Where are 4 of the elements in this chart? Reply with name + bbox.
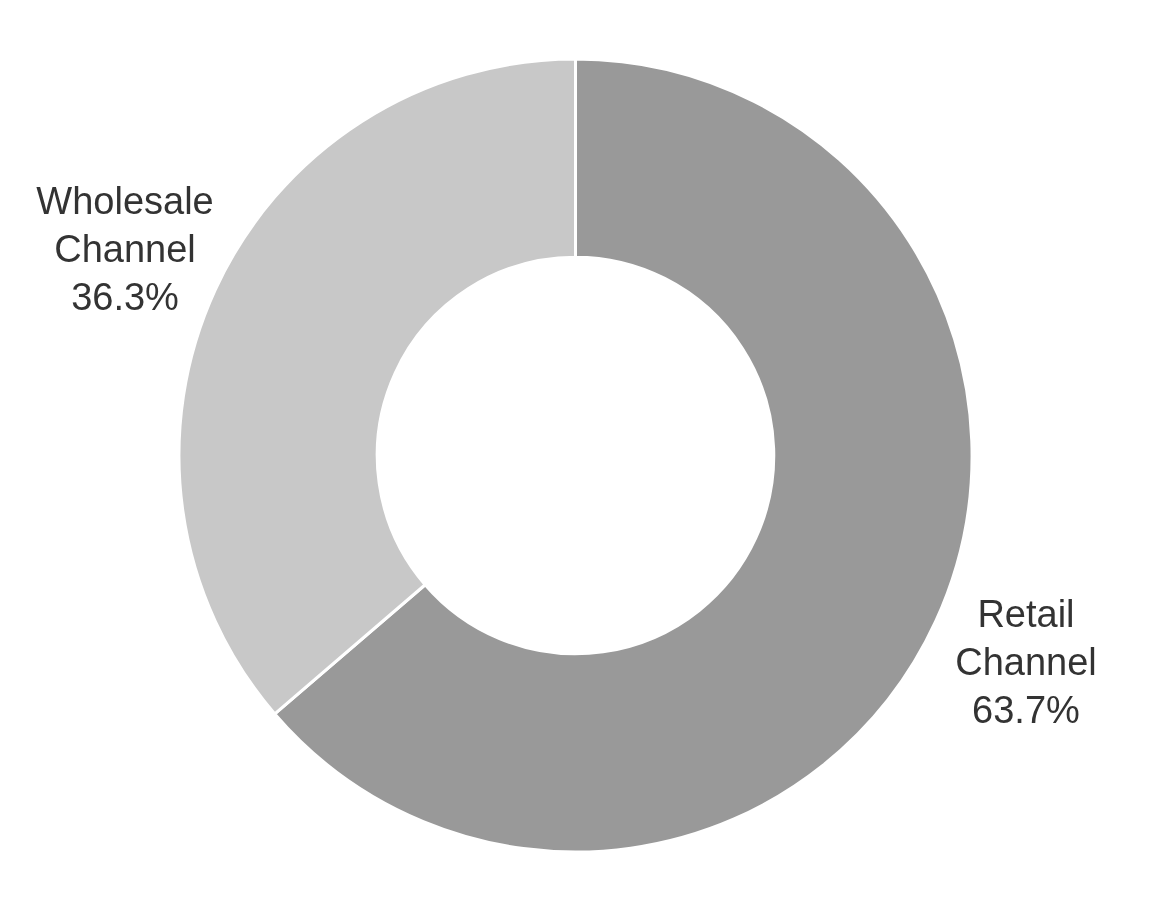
data-label: 63.7%	[972, 689, 1080, 732]
slice-label: Retail Channel	[955, 592, 1097, 683]
slice-label: Wholesale Channel	[36, 179, 214, 271]
data-label: 36.3%	[71, 276, 179, 319]
